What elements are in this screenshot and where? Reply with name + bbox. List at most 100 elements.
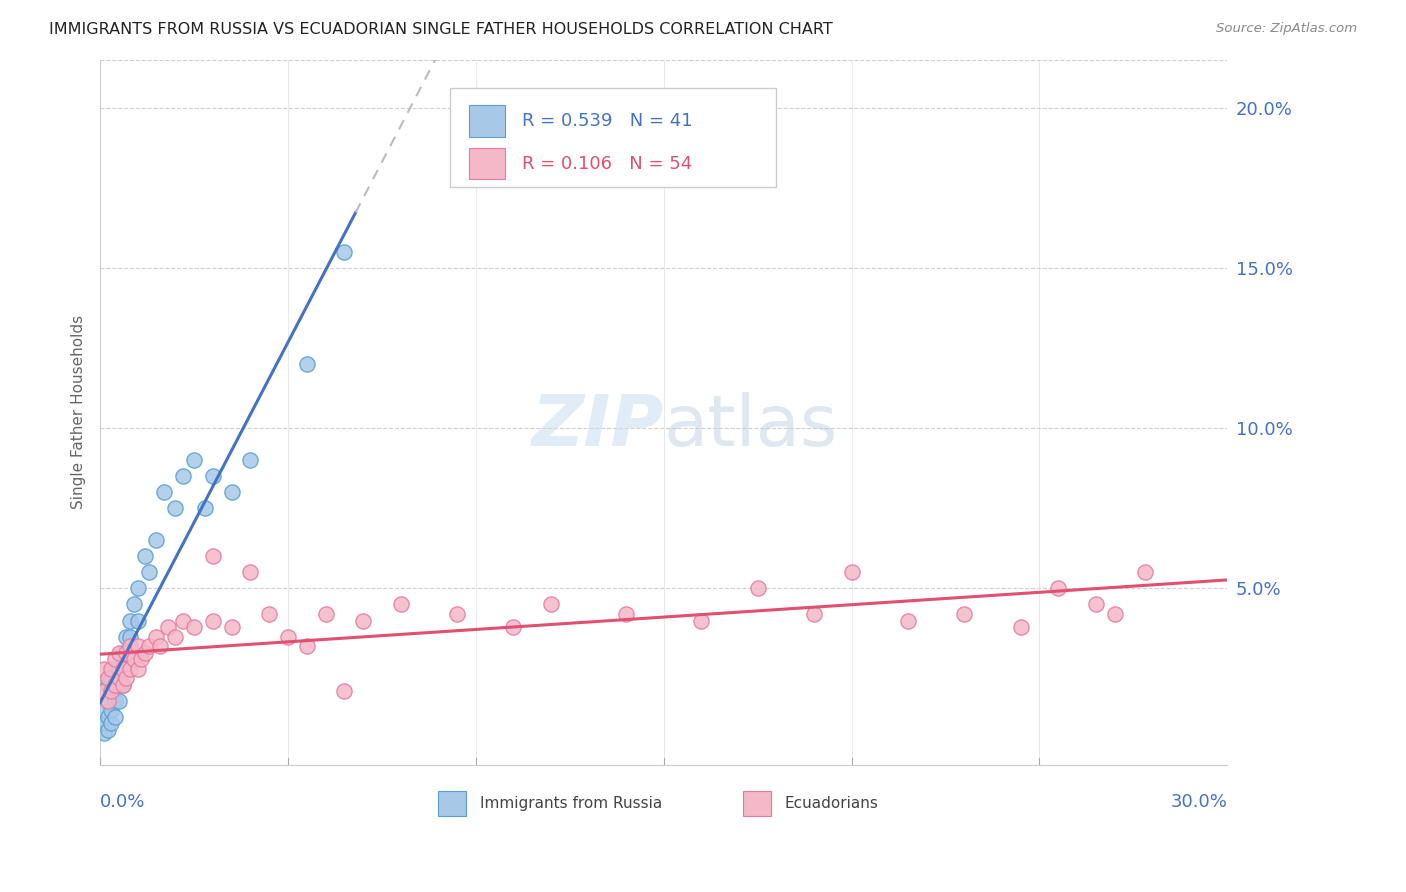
Point — [953, 607, 976, 621]
Point — [115, 671, 138, 685]
Point — [201, 549, 224, 564]
Point — [239, 566, 262, 580]
Point — [257, 607, 280, 621]
Text: 0.0%: 0.0% — [100, 793, 145, 811]
Point — [97, 678, 120, 692]
Point — [120, 662, 142, 676]
Point — [108, 662, 131, 676]
Point — [93, 684, 115, 698]
Point — [239, 453, 262, 467]
Point — [183, 453, 205, 467]
Point — [446, 607, 468, 621]
Point — [97, 723, 120, 737]
Point — [172, 469, 194, 483]
Point — [149, 639, 172, 653]
Point — [614, 607, 637, 621]
Point — [104, 709, 127, 723]
Point — [93, 716, 115, 731]
Point — [295, 357, 318, 371]
Point — [127, 639, 149, 653]
Point — [1047, 582, 1070, 596]
Point — [104, 662, 127, 676]
Bar — [439, 791, 467, 816]
Point — [108, 646, 131, 660]
Point — [165, 501, 187, 516]
Point — [120, 639, 142, 653]
Point — [138, 566, 160, 580]
Text: atlas: atlas — [664, 392, 838, 461]
Point — [1104, 607, 1126, 621]
Point — [115, 646, 138, 660]
Point — [156, 620, 179, 634]
Text: IMMIGRANTS FROM RUSSIA VS ECUADORIAN SINGLE FATHER HOUSEHOLDS CORRELATION CHART: IMMIGRANTS FROM RUSSIA VS ECUADORIAN SIN… — [49, 22, 832, 37]
Text: ZIP: ZIP — [531, 392, 664, 461]
Point — [690, 614, 713, 628]
Point — [221, 485, 243, 500]
Point — [803, 607, 825, 621]
Point — [127, 662, 149, 676]
Point — [120, 630, 142, 644]
Point — [108, 693, 131, 707]
Point — [333, 684, 356, 698]
Point — [1010, 620, 1032, 634]
Point — [97, 693, 120, 707]
Point — [104, 678, 127, 692]
Point — [127, 614, 149, 628]
Point — [183, 620, 205, 634]
Point — [201, 614, 224, 628]
Point — [93, 703, 115, 717]
Point — [1084, 598, 1107, 612]
Point — [502, 620, 524, 634]
Point — [97, 693, 120, 707]
Point — [122, 598, 145, 612]
Point — [108, 678, 131, 692]
Point — [145, 533, 167, 548]
Point — [100, 703, 122, 717]
FancyBboxPatch shape — [450, 87, 776, 186]
Point — [111, 678, 134, 692]
Point — [389, 598, 412, 612]
Bar — [742, 791, 770, 816]
Point — [127, 582, 149, 596]
Point — [172, 614, 194, 628]
Point — [97, 709, 120, 723]
Point — [295, 639, 318, 653]
Y-axis label: Single Father Households: Single Father Households — [72, 315, 86, 509]
Point — [100, 684, 122, 698]
Point — [1133, 566, 1156, 580]
Point — [333, 244, 356, 259]
Point — [352, 614, 374, 628]
Point — [138, 639, 160, 653]
Point — [100, 684, 122, 698]
Point — [104, 652, 127, 666]
Point — [97, 671, 120, 685]
Text: R = 0.106   N = 54: R = 0.106 N = 54 — [522, 154, 692, 173]
Point — [277, 630, 299, 644]
Point — [111, 646, 134, 660]
Point — [540, 598, 562, 612]
Point — [153, 485, 176, 500]
Point — [104, 693, 127, 707]
Bar — [468, 105, 505, 137]
Text: Ecuadorians: Ecuadorians — [785, 796, 879, 811]
Point — [165, 630, 187, 644]
Point — [134, 549, 156, 564]
Point — [122, 652, 145, 666]
Point — [201, 469, 224, 483]
Text: Immigrants from Russia: Immigrants from Russia — [479, 796, 662, 811]
Point — [747, 582, 769, 596]
Bar — [468, 148, 505, 179]
Point — [100, 671, 122, 685]
Point — [100, 716, 122, 731]
Point — [221, 620, 243, 634]
Point — [897, 614, 920, 628]
Point — [104, 678, 127, 692]
Point — [194, 501, 217, 516]
Point — [145, 630, 167, 644]
Text: R = 0.539   N = 41: R = 0.539 N = 41 — [522, 112, 692, 130]
Point — [100, 662, 122, 676]
Point — [111, 662, 134, 676]
Point — [841, 566, 863, 580]
Point — [111, 678, 134, 692]
Point — [111, 662, 134, 676]
